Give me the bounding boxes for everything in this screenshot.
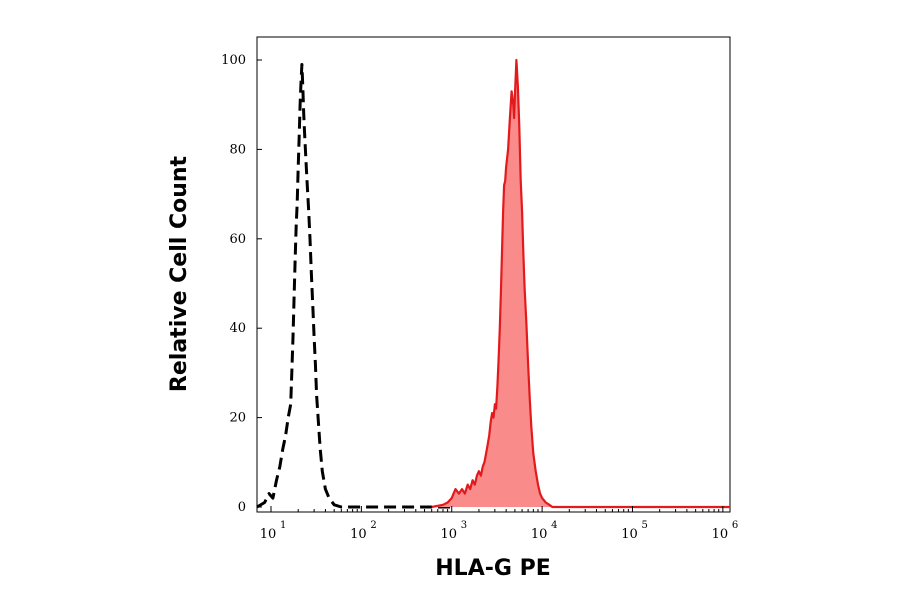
x-tick-label: 10	[260, 527, 277, 542]
x-tick-exponent: 3	[461, 520, 467, 531]
x-tick-label: 10	[621, 527, 638, 542]
x-tick-label: 10	[440, 527, 457, 542]
series-2-area	[431, 60, 730, 507]
y-axis: 0 20 40 60 80 100	[221, 53, 262, 515]
x-tick-exponent: 6	[732, 520, 738, 531]
series-1-line	[256, 63, 452, 509]
x-tick-exponent: 1	[280, 520, 286, 531]
series-layer	[256, 58, 730, 509]
series-2-line	[431, 58, 730, 509]
x-tick-exponent: 5	[641, 520, 647, 531]
y-tick-label: 40	[229, 321, 246, 336]
x-tick-label: 10	[531, 527, 548, 542]
x-tick-exponent: 4	[551, 520, 557, 531]
y-tick-label: 100	[221, 53, 246, 68]
x-tick-label: 10	[712, 527, 729, 542]
y-axis-title: Relative Cell Count	[167, 155, 192, 392]
x-tick-label: 10	[350, 527, 367, 542]
x-axis-title: HLA-G PE	[435, 556, 550, 581]
plot-frame	[256, 36, 731, 513]
y-tick-label: 80	[229, 142, 246, 157]
y-tick-label: 60	[229, 232, 246, 247]
x-tick-exponent: 2	[370, 520, 376, 531]
y-tick-label: 20	[229, 411, 246, 426]
y-tick-label: 0	[238, 500, 246, 515]
